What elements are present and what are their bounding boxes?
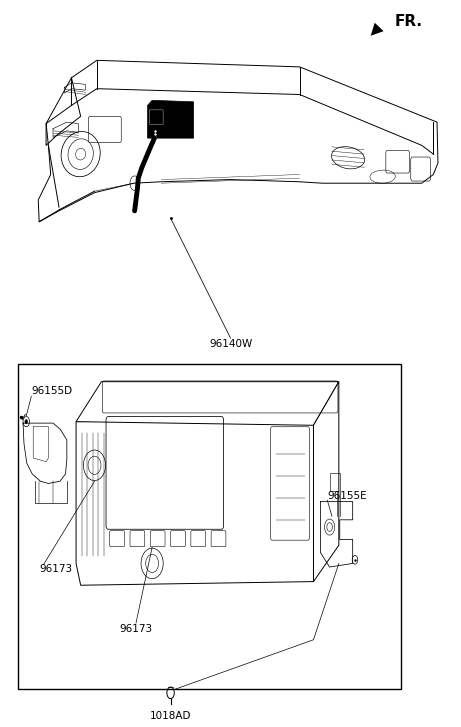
Circle shape (25, 419, 28, 424)
Polygon shape (76, 382, 339, 425)
Text: 96173: 96173 (39, 563, 72, 574)
Text: 96155E: 96155E (327, 491, 367, 501)
Polygon shape (148, 100, 194, 138)
Polygon shape (313, 382, 339, 582)
Circle shape (130, 176, 139, 190)
Text: 96140W: 96140W (209, 339, 252, 349)
Polygon shape (76, 418, 313, 585)
Bar (18, 364, 401, 689)
Text: 96173: 96173 (119, 624, 153, 634)
Text: FR.: FR. (394, 15, 422, 29)
Text: 96155D: 96155D (31, 386, 72, 396)
Text: 1018AD: 1018AD (150, 711, 191, 721)
